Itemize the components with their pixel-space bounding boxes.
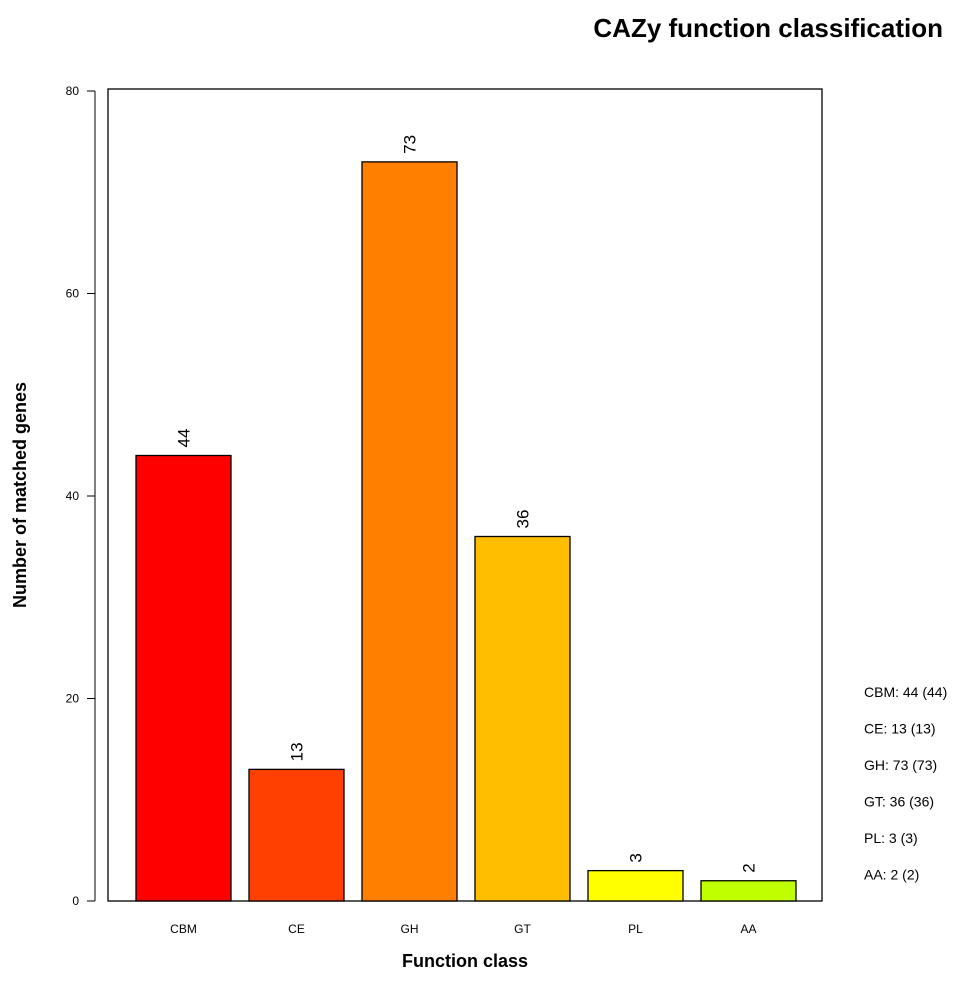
bar-value-label: 36 bbox=[514, 510, 533, 529]
category-labels: CBM CE GH GT PL AA bbox=[170, 922, 756, 936]
legend-count: (2) bbox=[898, 867, 919, 883]
y-tick-label: 40 bbox=[66, 489, 80, 503]
legend-value: 2 bbox=[887, 867, 899, 883]
legend-count: (13) bbox=[907, 721, 936, 737]
bar-gt bbox=[474, 535, 571, 902]
legend-value: 36 bbox=[886, 794, 906, 810]
legend: CBM: 44 (44) CE: 13 (13) GH: 73 (73) GT: 36… bbox=[864, 684, 947, 883]
bar-gh bbox=[361, 161, 458, 902]
legend-label: AA: bbox=[864, 867, 887, 883]
chart-title: CAZy function classification bbox=[593, 13, 943, 43]
bar-cbm bbox=[135, 454, 232, 902]
legend-label: GH: bbox=[864, 757, 889, 773]
legend-entry: GT: 36 (36) bbox=[864, 794, 934, 810]
bar-aa bbox=[700, 880, 797, 902]
legend-value: 3 bbox=[885, 830, 897, 846]
category-label: PL bbox=[628, 922, 643, 936]
category-label: GH bbox=[401, 922, 419, 936]
legend-entry: CBM: 44 (44) bbox=[864, 684, 947, 700]
bars-group bbox=[135, 161, 797, 902]
legend-label: CE: bbox=[864, 721, 887, 737]
legend-label: GT: bbox=[864, 794, 886, 810]
legend-value: 13 bbox=[887, 721, 907, 737]
bar-value-labels: 44 13 73 36 3 2 bbox=[175, 135, 759, 873]
y-tick-label: 60 bbox=[66, 287, 80, 301]
category-label: CBM bbox=[170, 922, 197, 936]
category-label: CE bbox=[288, 922, 305, 936]
legend-label: PL: bbox=[864, 830, 885, 846]
bar-ce bbox=[248, 768, 345, 902]
legend-count: (44) bbox=[918, 684, 947, 700]
bar-value-label: 2 bbox=[740, 863, 759, 872]
category-label: AA bbox=[740, 922, 756, 936]
legend-count: (3) bbox=[897, 830, 918, 846]
legend-value: 73 bbox=[889, 757, 909, 773]
bar-value-label: 73 bbox=[401, 135, 420, 154]
y-tick-label: 0 bbox=[72, 894, 79, 908]
legend-entry: CE: 13 (13) bbox=[864, 721, 936, 737]
legend-label: CBM: bbox=[864, 684, 899, 700]
bar-value-label: 13 bbox=[288, 742, 307, 761]
y-tick-label: 20 bbox=[66, 692, 80, 706]
bar-value-label: 3 bbox=[627, 853, 646, 862]
bar-value-label: 44 bbox=[175, 429, 194, 448]
category-label: GT bbox=[514, 922, 531, 936]
bar-pl bbox=[587, 869, 684, 902]
legend-value: 44 bbox=[899, 684, 919, 700]
y-tick-label: 80 bbox=[66, 84, 80, 98]
legend-entry: GH: 73 (73) bbox=[864, 757, 937, 773]
legend-entry: AA: 2 (2) bbox=[864, 867, 919, 883]
legend-count: (73) bbox=[908, 757, 937, 773]
plot-frame bbox=[107, 88, 823, 902]
y-axis-ticks: 0 20 40 60 80 bbox=[66, 84, 95, 908]
x-axis-title: Function class bbox=[402, 951, 528, 971]
y-axis-title: Number of matched genes bbox=[10, 382, 30, 608]
legend-entry: PL: 3 (3) bbox=[864, 830, 918, 846]
legend-count: (36) bbox=[905, 794, 934, 810]
